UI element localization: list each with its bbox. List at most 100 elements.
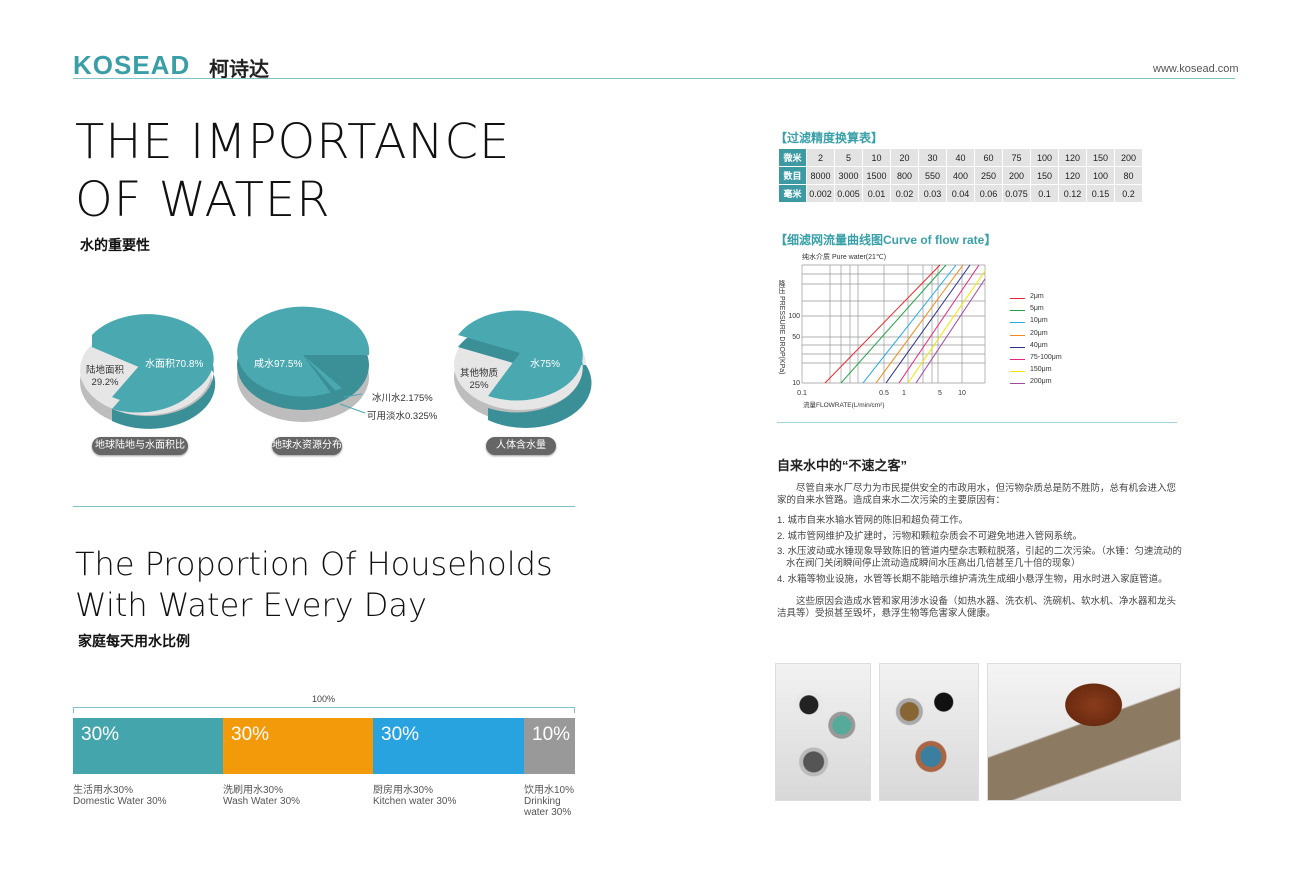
bar-label: 厨房用水30% Kitchen water 30% (373, 785, 523, 807)
table-cell: 120 (1059, 149, 1086, 166)
table-cell: 0.075 (1003, 185, 1030, 202)
table-cell: 550 (919, 167, 946, 184)
importance-subtitle: 水的重要性 (80, 237, 150, 253)
pie-human-body (454, 310, 592, 428)
proportion-title-line1: The Proportion Of Households (75, 545, 553, 583)
legend-swatch (1010, 371, 1025, 373)
pie3-other-label: 其他物质 25% (460, 368, 498, 392)
series-line (915, 278, 986, 384)
article-title: 自来水中的“不速之客” (777, 458, 908, 473)
bar-segment: 30% (373, 718, 524, 774)
header-divider (73, 78, 1235, 79)
pie3-caption: 人体含水量 (486, 437, 556, 455)
pie-water-resources (237, 306, 370, 422)
pie2-glacier-label: 冰川水2.175% (372, 393, 433, 404)
flow-chart-subtitle: 纯水介质 Pure water(21℃) (802, 254, 887, 261)
article-list-item: 4. 水箱等物业设施，水管等长期不能暗示维护清洗生成细小悬浮生物，用水时进入家庭… (777, 574, 1168, 585)
bar-label-en: Drinking water 30% (524, 796, 572, 818)
y-tick-label: 50 (792, 334, 800, 341)
table-cell: 0.1 (1031, 185, 1058, 202)
legend-swatch (1010, 298, 1025, 299)
website-link[interactable]: www.kosead.com (1153, 63, 1239, 75)
pie2-saltwater-label: 咸水97.5% (254, 359, 303, 370)
table-cell: 800 (891, 167, 918, 184)
table-cell: 30 (919, 149, 946, 166)
article-list-item: 2. 城市管网维护及扩建时，污物和颗粒杂质会不可避免地进入管网系统。 (777, 531, 1083, 542)
row-header: 毫米 (779, 185, 806, 202)
table-cell: 0.2 (1115, 185, 1142, 202)
title-line2: OF WATER (75, 172, 331, 228)
logo: KOSEAD (73, 50, 191, 80)
bar-segment: 30% (73, 718, 223, 774)
table-cell: 0.02 (891, 185, 918, 202)
flow-chart-title: 【细滤网流量曲线图Curve of flow rate】 (775, 233, 997, 247)
table-cell: 100 (1031, 149, 1058, 166)
series-line (907, 270, 986, 384)
legend-swatch (1010, 334, 1025, 336)
series-line (840, 264, 947, 384)
table-cell: 0.01 (863, 185, 890, 202)
photo-clean-aerators (775, 663, 871, 801)
table-cell: 0.005 (835, 185, 862, 202)
table-cell: 200 (1003, 167, 1030, 184)
photo-rusty-pipe (987, 663, 1181, 801)
filter-table-title: 【过滤精度换算表】 (775, 131, 884, 145)
table-cell: 0.002 (807, 185, 834, 202)
legend-label: 75-100μm (1030, 354, 1062, 361)
table-cell: 10 (863, 149, 890, 166)
table-cell: 1500 (863, 167, 890, 184)
legend-swatch (1010, 310, 1025, 312)
x-tick-label: 10 (958, 390, 966, 397)
label-line: 陆地面积 (86, 365, 125, 376)
article-outro: 这些原因会造成水管和家用涉水设备（如热水器、洗衣机、洗碗机、软水机、净水器和龙头… (777, 596, 1177, 619)
x-tick-label: 5 (938, 390, 942, 397)
x-axis-label: 流量FLOWRATE(L/min/cm²) (803, 402, 885, 409)
legend-label: 10μm (1030, 317, 1048, 325)
series-line (862, 264, 957, 384)
table-cell: 0.04 (947, 185, 974, 202)
table-cell: 0.06 (975, 185, 1002, 202)
bar-label-cn: 厨房用水30% (373, 785, 434, 796)
section-divider (73, 506, 575, 507)
total-label: 100% (312, 694, 336, 704)
y-axis-label: 降压 PRESSURE DROP(KPa) (778, 280, 785, 375)
article-list-item: 1. 城市自来水输水管网的陈旧和超负荷工作。 (777, 515, 969, 526)
total-bracket (73, 707, 575, 713)
table-cell: 75 (1003, 149, 1030, 166)
pie-land-water (80, 314, 216, 429)
y-tick-label: 100 (788, 313, 800, 320)
pie2-caption: 地球水资源分布 (272, 437, 342, 455)
table-cell: 100 (1087, 167, 1114, 184)
article-intro: 尽管自来水厂尽力为市民提供安全的市政用水，但污物杂质总是防不胜防，总有机会进入您… (777, 483, 1177, 506)
bar-label-cn: 饮用水10% (524, 785, 575, 796)
legend-label: 150μm (1030, 366, 1052, 374)
row-header: 微米 (779, 149, 806, 166)
pie-charts (80, 306, 592, 429)
y-tick-label: 10 (792, 380, 800, 387)
x-tick-label: 1 (902, 390, 906, 397)
table-row: 微米 2 5 10 20 30 40 60 75 100 120 150 200 (779, 149, 1142, 166)
bar-label-en: Wash Water 30% (223, 796, 301, 807)
flow-chart: 0.1 0.5 1 5 10 100 50 10 (788, 264, 986, 397)
bar-label-cn: 生活用水30% (73, 785, 134, 796)
table-cell: 2 (807, 149, 834, 166)
label-value: 25% (469, 380, 489, 391)
filter-table: 微米 2 5 10 20 30 40 60 75 100 120 150 200 数目 8000 3000 15… (778, 148, 1143, 203)
legend-swatch (1010, 359, 1025, 360)
table-cell: 200 (1115, 149, 1142, 166)
table-cell: 150 (1031, 167, 1058, 184)
bar-label-cn: 洗刷用水30% (223, 785, 284, 796)
proportion-title-line2: With Water Every Day (75, 586, 427, 624)
label-value: 29.2% (91, 377, 119, 388)
legend-swatch (1010, 322, 1025, 324)
table-cell: 250 (975, 167, 1002, 184)
table-cell: 3000 (835, 167, 862, 184)
series-line (885, 264, 971, 384)
right-divider (777, 422, 1177, 423)
label-line: 其他物质 (460, 368, 499, 379)
table-cell: 400 (947, 167, 974, 184)
table-row: 毫米 0.002 0.005 0.01 0.02 0.03 0.04 0.06 0.075 0.1… (779, 185, 1142, 202)
legend-label: 40μm (1030, 341, 1048, 349)
photo-dirty-aerators (879, 663, 979, 801)
series-line (875, 264, 964, 384)
